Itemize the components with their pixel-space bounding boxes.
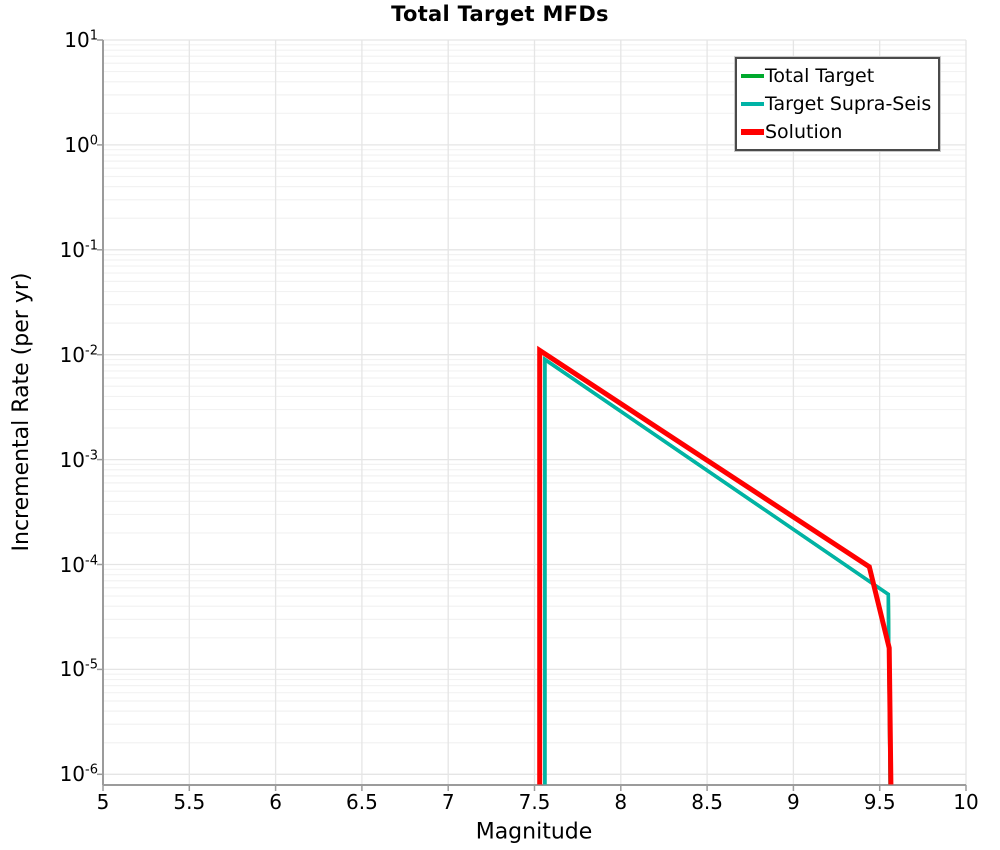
series-line-solution <box>537 345 894 785</box>
grid-major <box>103 39 967 785</box>
legend: Total Target Target Supra-Seis Solution <box>735 57 941 151</box>
legend-item-label: Solution <box>765 121 843 143</box>
y-axis-label: Incremental Rate (per yr) <box>9 272 34 552</box>
series-total-target <box>543 356 892 785</box>
legend-item-label: Target Supra-Seis <box>765 93 932 115</box>
legend-item-total-target: Total Target <box>741 62 931 90</box>
x-tick-label: 7 <box>441 790 455 814</box>
y-tick-label: 10-2 <box>59 342 98 367</box>
y-tick-label: 10-5 <box>59 657 98 682</box>
x-tick-label: 6.5 <box>345 790 378 814</box>
y-tick-label: 10-3 <box>59 447 98 472</box>
series-line-target-supra-seis <box>543 356 892 785</box>
x-tick-label: 8.5 <box>691 790 723 814</box>
legend-swatch-target-supra-seis <box>741 102 764 106</box>
x-tick-label: 9.5 <box>863 790 896 814</box>
axis-spines <box>97 39 967 791</box>
y-tick-label: 10-6 <box>59 762 98 787</box>
x-tick-label: 6 <box>269 790 282 814</box>
x-tick-label: 5 <box>96 790 110 814</box>
y-tick-label: 10-4 <box>59 552 98 577</box>
y-tick-label: 101 <box>64 28 98 52</box>
legend-item-label: Total Target <box>765 65 875 87</box>
legend-swatch-solution <box>741 129 764 135</box>
legend-swatch-total-target <box>741 74 764 78</box>
x-tick-label: 5.5 <box>173 790 206 814</box>
x-tick-label: 9 <box>787 790 800 814</box>
series-solution <box>537 345 894 785</box>
y-tick-label: 100 <box>64 132 98 157</box>
x-axis-label: Magnitude <box>475 819 593 845</box>
chart-title: Total Target MFDs <box>391 2 609 26</box>
x-tick-label: 7.5 <box>518 790 551 814</box>
series-target-supra-seis <box>543 356 892 785</box>
y-tick-label: 10-1 <box>59 237 98 262</box>
legend-item-solution: Solution <box>741 118 931 146</box>
series-line-total-target <box>543 356 892 785</box>
legend-item-target-supra-seis: Target Supra-Seis <box>741 90 931 118</box>
x-tick-label: 10 <box>953 790 979 814</box>
x-tick-label: 8 <box>614 790 628 814</box>
